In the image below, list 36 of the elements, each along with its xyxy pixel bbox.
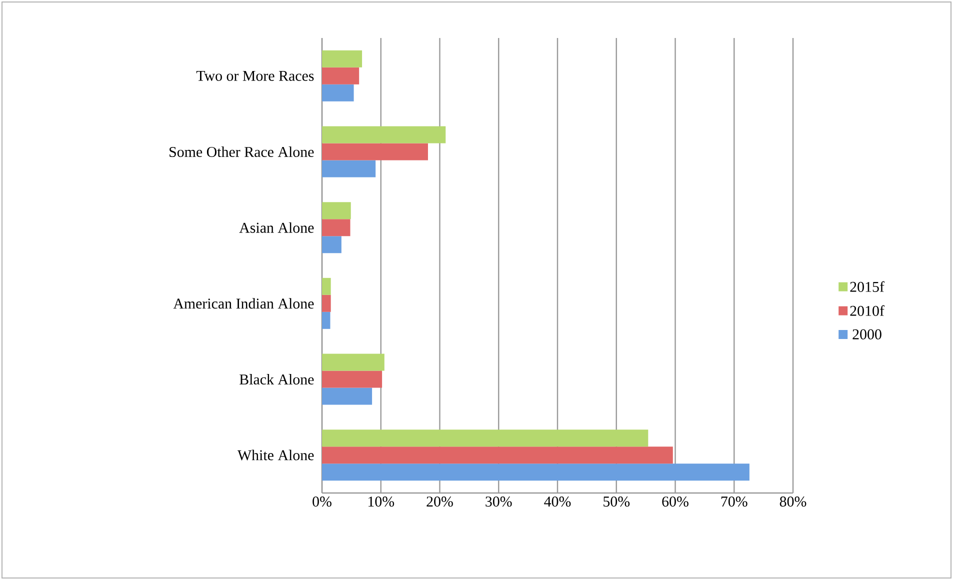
bar	[322, 67, 360, 84]
bar	[322, 278, 331, 295]
bar	[322, 84, 354, 102]
bar	[322, 202, 351, 220]
bar	[322, 294, 331, 312]
y-tick-label: Black Alone	[240, 374, 314, 384]
x-tick-label: 0%	[312, 496, 332, 507]
bar	[322, 160, 376, 178]
bar	[322, 50, 362, 68]
x-tick-label: 10%	[368, 496, 394, 507]
y-tick-label: Asian Alone	[239, 222, 314, 233]
x-tick-label: 40%	[544, 496, 571, 507]
x-tick-label: 70%	[721, 496, 748, 507]
legend-label: 2015f	[850, 281, 884, 292]
bar	[322, 126, 446, 144]
legend-label: 2000	[852, 329, 882, 340]
legend-label: 2010f	[850, 305, 884, 316]
y-tick-label: Some Other Race Alone	[170, 146, 314, 157]
x-tick-label: 20%	[426, 496, 453, 507]
y-tick-label: White Alone	[237, 450, 314, 460]
bar	[322, 370, 382, 388]
bar	[322, 430, 648, 447]
y-tick-label: American Indian Alone	[173, 298, 314, 309]
bar	[322, 236, 342, 254]
bar	[322, 388, 372, 405]
y-tick-label: Two or More Races	[196, 70, 314, 81]
bar	[322, 354, 384, 371]
bar	[322, 219, 350, 236]
bar	[322, 446, 673, 464]
bar	[322, 464, 750, 481]
x-tick-label: 80%	[780, 496, 806, 507]
x-tick-label: 30%	[486, 496, 512, 507]
x-tick-label: 50%	[604, 496, 630, 507]
x-tick-label: 60%	[662, 496, 688, 507]
bar	[322, 312, 330, 329]
bar	[322, 143, 428, 160]
